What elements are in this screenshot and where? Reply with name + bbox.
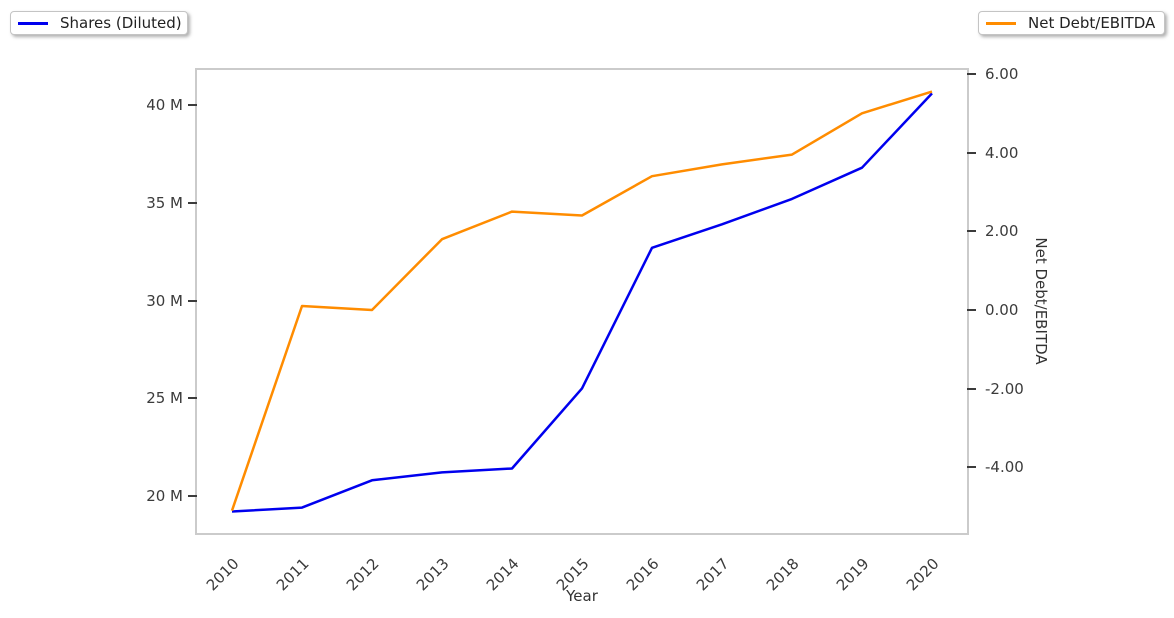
left-axis-tick-label: 35 M [146,193,183,212]
x-axis-title: Year [566,587,598,605]
right-axis-tick-label: 4.00 [985,143,1019,162]
line-shares [231,92,933,513]
right-axis-tick-label: 2.00 [985,222,1019,241]
left-axis-tick [188,201,197,204]
legend-netdebt-label: Net Debt/EBITDA [1028,14,1156,32]
left-axis-tick [188,299,197,302]
left-axis-tick-label: 30 M [146,291,183,310]
right-axis-tick-label: -4.00 [985,458,1024,477]
right-axis-tick [967,72,976,75]
left-axis-tick [188,397,197,400]
plot-area [195,68,969,535]
left-axis-tick-label: 20 M [146,486,183,505]
right-axis-tick [967,230,976,233]
right-axis-tick-label: 6.00 [985,64,1019,83]
chart-canvas [230,90,933,513]
right-axis-tick-label: 0.00 [985,300,1019,319]
right-axis-title: Net Debt/EBITDA [1032,237,1050,365]
right-axis-tick [967,387,976,390]
left-axis-tick-label: 25 M [146,389,183,408]
right-axis-tick [967,466,976,469]
right-axis-tick [967,151,976,154]
left-axis-tick [188,104,197,107]
left-axis-tick [188,494,197,497]
shares-line-swatch [18,21,48,25]
right-axis-tick-label: -2.00 [985,379,1024,398]
legend-shares-label: Shares (Diluted) [60,14,182,32]
legend-shares[interactable]: Shares (Diluted) [10,11,188,35]
left-axis-tick-label: 40 M [146,96,183,115]
legend-netdebt[interactable]: Net Debt/EBITDA [978,11,1165,35]
right-axis-tick [967,308,976,311]
netdebt-line-swatch [986,21,1016,25]
line-net-debt-ebitda [230,90,933,512]
